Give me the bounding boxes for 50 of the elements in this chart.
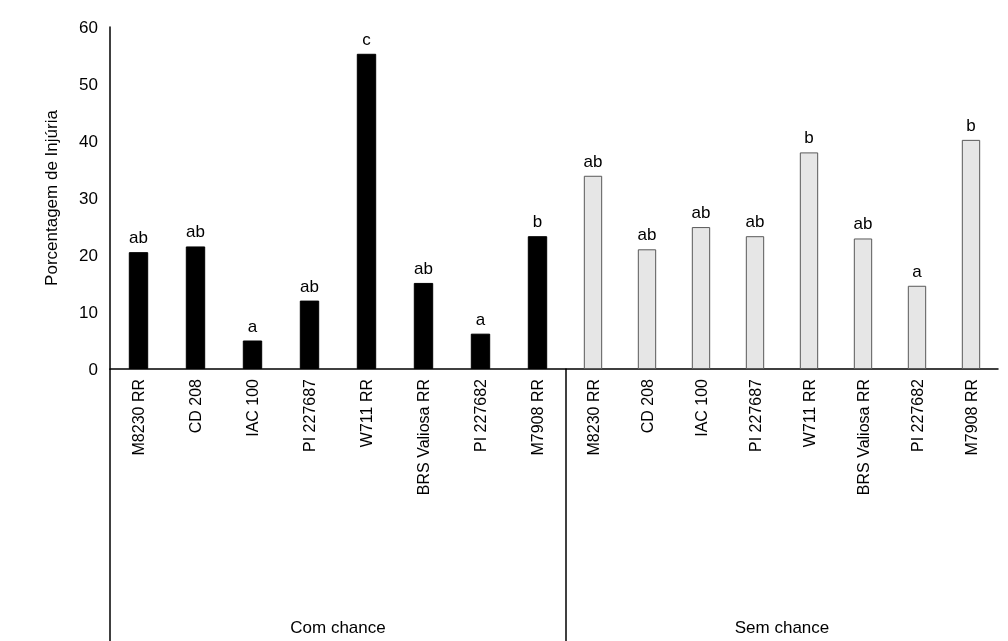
data-label: ab	[583, 151, 603, 171]
x-tick-label: IAC 100	[244, 378, 261, 437]
y-tick-label: 60	[79, 17, 98, 37]
y-tick-label: 50	[79, 74, 98, 94]
data-label: ab	[637, 225, 657, 245]
data-label: ab	[129, 228, 148, 248]
x-axis-title: Sem chance	[734, 618, 830, 637]
y-axis-title: Porcentagem de Injúria	[42, 109, 61, 286]
x-tick-label: M8230 RR	[584, 379, 602, 456]
data-label: b	[532, 212, 543, 232]
x-tick-label: BRS Valiosa RR	[415, 379, 432, 496]
bar	[907, 285, 927, 369]
x-tick-label: PI 227682	[472, 378, 489, 452]
data-label: ab	[745, 212, 765, 232]
data-label: b	[966, 115, 976, 135]
y-tick-label: 30	[79, 188, 98, 208]
x-tick-label: M8230 RR	[130, 379, 147, 456]
data-label: a	[247, 316, 258, 336]
data-label: ab	[414, 258, 433, 278]
x-tick-label: W711 RR	[358, 379, 375, 448]
x-tick-label: W711 RR	[800, 379, 818, 448]
x-tick-label: CD 208	[187, 378, 204, 434]
data-label: a	[475, 309, 486, 329]
data-label: ab	[691, 203, 711, 223]
bar	[961, 139, 981, 369]
data-label: ab	[186, 222, 205, 242]
bar	[691, 227, 711, 369]
x-tick-label: M7908 RR	[962, 379, 980, 456]
x-tick-label: IAC 100	[692, 378, 710, 437]
x-tick-label: PI 227687	[301, 378, 318, 452]
bar	[853, 238, 873, 369]
x-tick-label: CD 208	[638, 378, 656, 434]
bar	[583, 175, 603, 369]
bar	[637, 249, 657, 369]
x-axis-title: Com chance	[290, 618, 386, 637]
x-tick-label: BRS Valiosa RR	[854, 379, 872, 496]
y-tick-label: 10	[79, 302, 98, 322]
data-label: ab	[853, 214, 873, 234]
x-tick-label: PI 227682	[908, 378, 926, 452]
data-label: c	[362, 29, 372, 49]
bar	[799, 152, 819, 369]
y-tick-label: 0	[88, 359, 98, 379]
bar	[745, 236, 765, 369]
x-tick-label: M7908 RR	[529, 379, 546, 456]
x-tick-label: PI 227687	[746, 378, 764, 452]
y-tick-label: 40	[79, 131, 98, 151]
data-label: a	[912, 261, 923, 281]
data-label: b	[804, 128, 814, 148]
data-label: ab	[300, 276, 319, 296]
y-tick-label: 20	[79, 245, 98, 265]
